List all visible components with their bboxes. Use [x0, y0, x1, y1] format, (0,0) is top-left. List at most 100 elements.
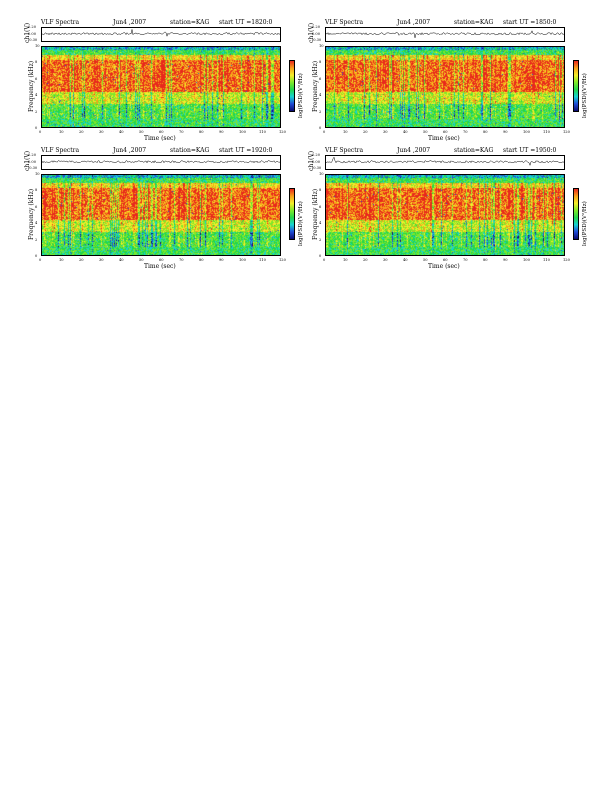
waveform-line: [41, 29, 281, 38]
time-axis-label: Time (sec): [144, 263, 176, 270]
colorbar: [289, 188, 295, 240]
time-tick-label: 120: [563, 130, 570, 134]
spectrogram-panel-1850: VLF Spectra Jun4 ,2007 station=KAG start UT…: [306, 19, 596, 149]
frequency-tick-label: 10: [319, 44, 324, 48]
waveform-tick-label: 0.00: [312, 31, 321, 36]
panel-start-time: start UT =1820:0: [219, 19, 273, 26]
waveform-tick-label: 0.00: [28, 159, 37, 164]
panel-start-time: start UT =1950:0: [503, 147, 557, 154]
frequency-tick-label: 4: [35, 221, 38, 226]
time-tick-label: 20: [363, 130, 368, 134]
time-tick-label: 0: [323, 130, 326, 134]
colorbar: [289, 60, 295, 112]
time-tick-label: 30: [383, 258, 388, 262]
colorbar-label: log(PSD)(V²/Hz): [298, 73, 304, 118]
time-tick-label: 20: [79, 130, 84, 134]
frequency-tick-label: 0: [319, 126, 322, 130]
panel-station: station=KAG: [454, 147, 494, 154]
waveform-trace: [325, 30, 565, 38]
time-tick-label: 120: [279, 130, 286, 134]
time-tick-label: 80: [199, 258, 204, 262]
spectrogram-frame: [325, 46, 565, 128]
colorbar-label: log(PSD)(V²/Hz): [582, 201, 588, 246]
time-tick-label: 100: [523, 258, 530, 262]
frequency-tick-label: 10: [35, 172, 40, 176]
time-tick-label: 20: [363, 258, 368, 262]
frequency-tick-label: 4: [35, 93, 38, 98]
spectrogram-frame: [325, 174, 565, 256]
time-tick-label: 120: [279, 258, 286, 262]
waveform-trace: [41, 29, 281, 38]
panel-title: VLF Spectra: [325, 19, 364, 26]
time-tick-label: 60: [443, 258, 448, 262]
colorbar-label: log(PSD)(V²/Hz): [582, 73, 588, 118]
panel-title: VLF Spectra: [325, 147, 364, 154]
spectrogram-heatmap: [325, 46, 565, 128]
colorbar-label: log(PSD)(V²/Hz): [298, 201, 304, 246]
time-tick-label: 30: [383, 130, 388, 134]
frequency-tick-label: 2: [35, 109, 38, 114]
frequency-tick-label: 8: [319, 60, 322, 65]
spectrogram-heatmap: [325, 174, 565, 256]
panel-station: station=KAG: [454, 19, 494, 26]
frequency-tick-label: 2: [35, 237, 38, 242]
panel-station: station=KAG: [170, 19, 210, 26]
frequency-tick-label: 4: [319, 221, 322, 226]
waveform-frame: [41, 155, 281, 170]
time-axis-label: Time (sec): [144, 135, 176, 142]
waveform-tick-label: 0.20: [312, 153, 321, 157]
time-tick-label: 50: [423, 258, 428, 262]
time-tick-label: 100: [523, 130, 530, 134]
waveform-tick-label: 0.00: [312, 159, 321, 164]
waveform-line: [41, 160, 281, 164]
time-tick-label: 10: [343, 258, 348, 262]
waveform-tick-label: 0.20: [28, 153, 37, 157]
time-tick-label: 70: [463, 130, 468, 134]
time-tick-label: 80: [199, 130, 204, 134]
panel-start-time: start UT =1850:0: [503, 19, 557, 26]
time-tick-label: 30: [99, 130, 104, 134]
waveform-tick-label: -0.30: [28, 38, 38, 42]
time-tick-label: 90: [219, 130, 224, 134]
waveform-trace: [325, 156, 565, 167]
frequency-axis-label: Frequency (kHz): [312, 188, 319, 240]
frequency-axis-label: Frequency (kHz): [28, 60, 35, 112]
spectrogram-frame: [41, 174, 281, 256]
time-tick-label: 40: [403, 130, 408, 134]
spectrogram-frame: [41, 46, 281, 128]
frequency-tick-label: 6: [35, 76, 38, 81]
time-tick-label: 50: [139, 258, 144, 262]
time-axis-label: Time (sec): [428, 263, 460, 270]
waveform-line: [325, 156, 565, 167]
waveform-line: [325, 30, 565, 38]
time-tick-label: 60: [443, 130, 448, 134]
time-tick-label: 110: [259, 258, 266, 262]
frequency-tick-label: 6: [319, 204, 322, 209]
frequency-tick-label: 8: [35, 188, 38, 193]
time-tick-label: 0: [39, 258, 42, 262]
colorbar: [573, 188, 579, 240]
panel-date: Jun4 ,2007: [113, 19, 147, 26]
time-tick-label: 80: [483, 258, 488, 262]
time-tick-label: 40: [119, 130, 124, 134]
time-tick-label: 10: [343, 130, 348, 134]
time-tick-label: 70: [179, 130, 184, 134]
time-tick-label: 20: [79, 258, 84, 262]
frequency-tick-label: 0: [35, 126, 38, 130]
colorbar: [573, 60, 579, 112]
frequency-tick-label: 0: [35, 254, 38, 258]
panel-date: Jun4 ,2007: [397, 147, 431, 154]
time-tick-label: 110: [259, 130, 266, 134]
time-tick-label: 120: [563, 258, 570, 262]
frequency-tick-label: 0: [319, 254, 322, 258]
time-tick-label: 0: [39, 130, 42, 134]
time-tick-label: 90: [503, 130, 508, 134]
waveform-tick-label: 0.00: [28, 31, 37, 36]
frequency-axis-label: Frequency (kHz): [312, 60, 319, 112]
waveform-tick-label: 0.20: [312, 25, 321, 29]
time-tick-label: 100: [239, 258, 246, 262]
panel-start-time: start UT =1920:0: [219, 147, 273, 154]
time-tick-label: 90: [503, 258, 508, 262]
time-tick-label: 0: [323, 258, 326, 262]
spectrogram-heatmap: [41, 174, 281, 256]
